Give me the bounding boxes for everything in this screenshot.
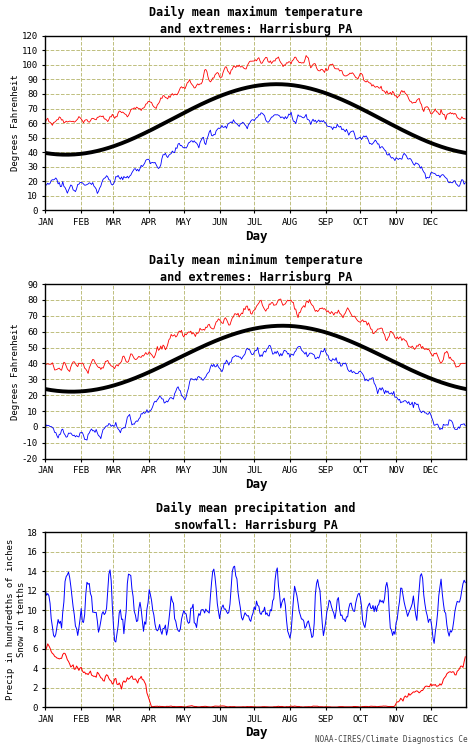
Title: Daily mean precipitation and
snowfall: Harrisburg PA: Daily mean precipitation and snowfall: H… bbox=[156, 502, 356, 533]
Title: Daily mean maximum temperature
and extremes: Harrisburg PA: Daily mean maximum temperature and extre… bbox=[149, 5, 363, 36]
Title: Daily mean minimum temperature
and extremes: Harrisburg PA: Daily mean minimum temperature and extre… bbox=[149, 254, 363, 284]
Y-axis label: Degrees Fahrenheit: Degrees Fahrenheit bbox=[11, 74, 20, 171]
Y-axis label: Degrees Fahrenheit: Degrees Fahrenheit bbox=[11, 323, 20, 419]
X-axis label: Day: Day bbox=[244, 229, 267, 243]
X-axis label: Day: Day bbox=[244, 478, 267, 491]
X-axis label: Day: Day bbox=[244, 726, 267, 740]
Text: NOAA-CIRES/Climate Diagnostics Ce: NOAA-CIRES/Climate Diagnostics Ce bbox=[315, 735, 467, 744]
Y-axis label: Precip in hundredths of inches
Snow in tenths: Precip in hundredths of inches Snow in t… bbox=[6, 539, 25, 700]
